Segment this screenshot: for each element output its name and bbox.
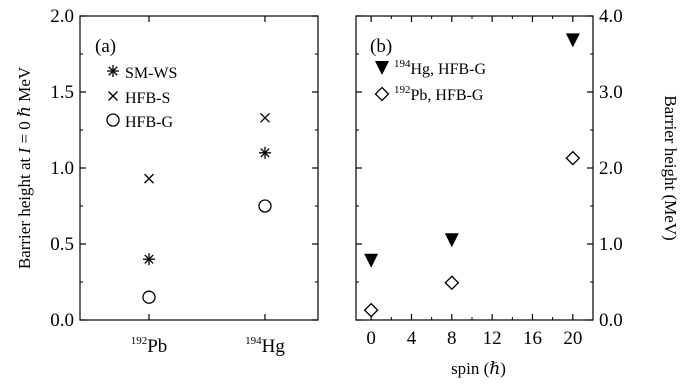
panel-a-legend-marker (107, 65, 119, 77)
panel-a-legend-entry: HFB-S (125, 90, 170, 107)
panel-b-xtick-label: 12 (483, 328, 502, 349)
panel-a-legend-marker (108, 91, 118, 101)
panel-b-ytick-label: 1.0 (599, 234, 623, 255)
panel-b-point (444, 275, 460, 291)
panel-a-ytick-label: 1.0 (50, 158, 74, 179)
panel-b-point (444, 233, 459, 248)
panel-b-xtick-label: 16 (523, 328, 542, 349)
panel-a-category-label: 192Pb (131, 335, 168, 357)
panel-a-legend-marker (106, 113, 120, 127)
panel-b-xtick-label: 4 (407, 328, 417, 349)
panel-b-legend-entry: 194Hg, HFB-G (394, 58, 487, 78)
panel-b-ytick-label: 4.0 (599, 6, 623, 27)
panel-b-legend-entry: 192Pb, HFB-G (394, 84, 484, 104)
panel-a-ytick-label: 2.0 (50, 6, 74, 27)
panel-a-point (258, 199, 272, 213)
panel-b-point (363, 302, 379, 318)
panel-b-legend-marker (374, 86, 390, 102)
panel-a-point (259, 146, 271, 159)
panel-a-ytick-label: 0.5 (50, 234, 74, 255)
panel-a-legend-entry: SM-WS (125, 65, 177, 82)
panel-b-label: (b) (370, 36, 392, 57)
panel-a-point (142, 290, 156, 304)
panel-b-point (565, 33, 580, 48)
panel-b-ytick-label: 2.0 (599, 158, 623, 179)
panel-b-xtick-label: 20 (563, 328, 582, 349)
panel-a-frame (79, 15, 319, 321)
panel-b-legend-marker (375, 61, 389, 75)
panel-b-xtick-label: 0 (366, 328, 376, 349)
panel-b-xtick-label: 8 (447, 328, 457, 349)
panel-a-ytick-label: 0.0 (50, 310, 74, 331)
panel-b-xlabel: spin (ℏ) (451, 359, 506, 378)
panel-a-label: (a) (95, 36, 116, 57)
panel-a-point (144, 173, 154, 184)
panel-a-ytick-label: 1.5 (50, 82, 74, 103)
panel-b-ytick-label: 0.0 (599, 310, 623, 331)
panel-b-point (565, 150, 581, 166)
panel-a-ylabel: Barrier height at I = 0 ℏ MeV (15, 66, 34, 269)
panel-b-ylabel: Barrier height (MeV) (661, 95, 680, 240)
panel-b-point (364, 253, 379, 268)
panel-a-point (143, 253, 155, 266)
panel-a-category-label: 194Hg (245, 335, 285, 357)
panel-a-legend-entry: HFB-G (125, 114, 173, 131)
panel-b-ytick-label: 3.0 (599, 82, 623, 103)
panel-a-point (260, 112, 270, 123)
